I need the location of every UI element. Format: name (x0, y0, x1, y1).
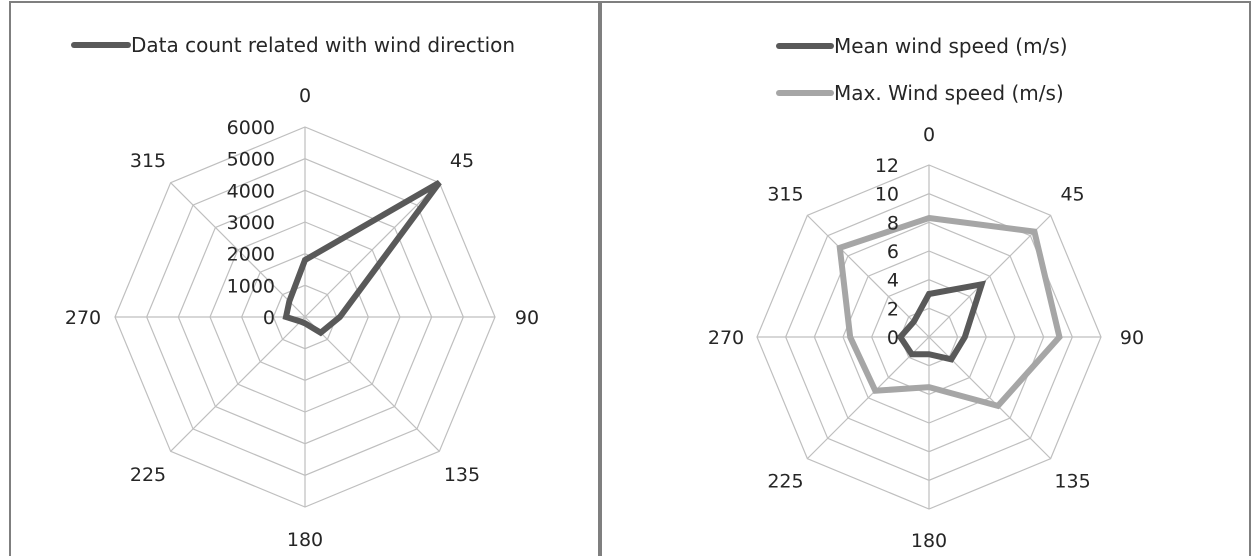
category-label: 315 (130, 150, 166, 172)
radar-chart-data-count: 0 1000 2000 3000 4000 5000 6000 0 45 90 135 180 225 2… (65, 33, 539, 551)
tick-label: 6 (887, 241, 899, 263)
category-label: 135 (444, 464, 480, 486)
category-label: 315 (767, 183, 803, 205)
tick-label: 3000 (227, 212, 275, 234)
panel-frame-left (9, 1, 600, 556)
category-label: 90 (1120, 327, 1144, 349)
category-label: 90 (515, 307, 539, 329)
tick-label: 1000 (227, 275, 275, 297)
tick-label: 12 (875, 155, 899, 177)
grid-spoke (928, 214, 1052, 338)
category-label: 0 (299, 85, 311, 107)
series-line (282, 180, 442, 337)
tick-label: 4 (887, 270, 899, 292)
category-label: 0 (923, 124, 935, 146)
tick-label: 4000 (227, 180, 275, 202)
grid-spoke (170, 182, 306, 318)
grid-spoke (170, 316, 306, 452)
series-line (836, 214, 1063, 410)
panel-frame-right (600, 1, 1251, 556)
grid-spoke (806, 214, 930, 338)
grid-spoke (304, 316, 440, 452)
category-label: 180 (287, 529, 323, 551)
grid-spoke (304, 182, 440, 318)
tick-label: 2 (887, 298, 899, 320)
tick-label: 5000 (227, 149, 275, 171)
category-label: 225 (130, 464, 166, 486)
tick-label: 10 (875, 184, 899, 206)
tick-label: 2000 (227, 244, 275, 266)
category-label: 270 (65, 307, 101, 329)
category-label: 180 (911, 530, 947, 552)
category-label: 270 (708, 327, 744, 349)
tick-label: 6000 (227, 117, 275, 139)
category-label: 45 (450, 150, 474, 172)
legend-label: Max. Wind speed (m/s) (834, 81, 1064, 105)
series-line (896, 280, 987, 363)
category-label: 225 (767, 471, 803, 493)
radar-chart-wind-speed: 0 2 4 6 8 10 12 0 45 90 135 180 225 270 315 Mean wind s… (708, 34, 1144, 552)
legend-label: Mean wind speed (m/s) (834, 34, 1068, 58)
grid-spoke (806, 336, 930, 460)
tick-label: 8 (887, 212, 899, 234)
tick-label: 0 (263, 307, 275, 329)
category-label: 45 (1060, 183, 1084, 205)
tick-label: 0 (887, 327, 899, 349)
category-label: 135 (1054, 471, 1090, 493)
legend-label: Data count related with wind direction (131, 33, 515, 57)
grid-spoke (928, 336, 1052, 460)
